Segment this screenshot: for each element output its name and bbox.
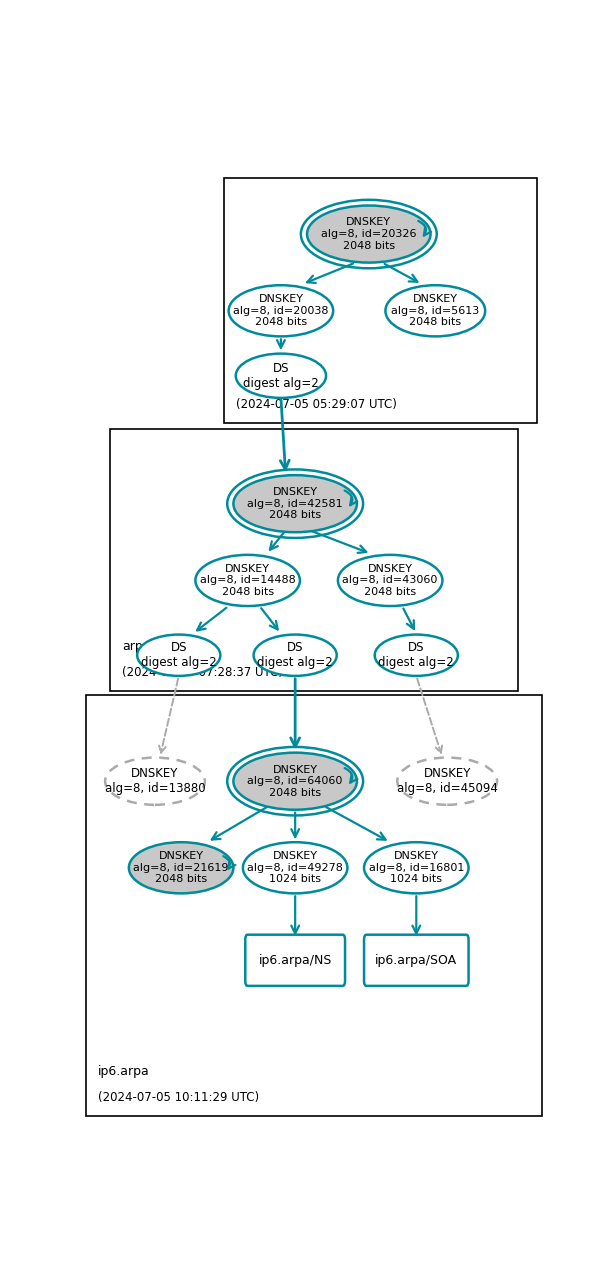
- FancyArrowPatch shape: [345, 768, 357, 782]
- Bar: [224, 178, 538, 423]
- Text: DNSKEY
alg=8, id=14488
2048 bits: DNSKEY alg=8, id=14488 2048 bits: [200, 564, 295, 597]
- Ellipse shape: [338, 555, 443, 606]
- Ellipse shape: [129, 842, 234, 893]
- Ellipse shape: [234, 475, 357, 532]
- Text: DS
digest alg=2: DS digest alg=2: [243, 362, 319, 390]
- Text: (2024-07-05 10:11:29 UTC): (2024-07-05 10:11:29 UTC): [98, 1091, 259, 1104]
- Bar: [86, 695, 542, 1116]
- Text: DNSKEY
alg=8, id=45094: DNSKEY alg=8, id=45094: [397, 767, 498, 795]
- Text: DNSKEY
alg=8, id=20038
2048 bits: DNSKEY alg=8, id=20038 2048 bits: [233, 294, 329, 327]
- Ellipse shape: [196, 555, 300, 606]
- FancyBboxPatch shape: [245, 934, 345, 985]
- Text: (2024-07-05 05:29:07 UTC): (2024-07-05 05:29:07 UTC): [236, 399, 397, 412]
- Ellipse shape: [105, 758, 205, 805]
- Ellipse shape: [243, 842, 348, 893]
- Text: ip6.arpa/SOA: ip6.arpa/SOA: [375, 953, 457, 966]
- Ellipse shape: [254, 635, 337, 676]
- Text: DNSKEY
alg=8, id=42581
2048 bits: DNSKEY alg=8, id=42581 2048 bits: [248, 487, 343, 520]
- Text: .: .: [236, 373, 240, 386]
- Text: ip6.arpa/NS: ip6.arpa/NS: [259, 953, 332, 966]
- FancyArrowPatch shape: [223, 856, 235, 869]
- FancyArrowPatch shape: [418, 221, 431, 235]
- Ellipse shape: [386, 285, 485, 336]
- Text: DNSKEY
alg=8, id=49278
1024 bits: DNSKEY alg=8, id=49278 1024 bits: [247, 851, 343, 884]
- Ellipse shape: [236, 354, 326, 397]
- Bar: [110, 429, 519, 690]
- Text: DNSKEY
alg=8, id=43060
2048 bits: DNSKEY alg=8, id=43060 2048 bits: [343, 564, 438, 597]
- Text: DNSKEY
alg=8, id=64060
2048 bits: DNSKEY alg=8, id=64060 2048 bits: [248, 764, 343, 797]
- Text: DNSKEY
alg=8, id=5613
2048 bits: DNSKEY alg=8, id=5613 2048 bits: [391, 294, 479, 327]
- Text: DS
digest alg=2: DS digest alg=2: [141, 642, 216, 670]
- FancyBboxPatch shape: [364, 934, 468, 985]
- Text: DNSKEY
alg=8, id=16801
1024 bits: DNSKEY alg=8, id=16801 1024 bits: [368, 851, 464, 884]
- Text: arpa: arpa: [122, 640, 150, 653]
- Text: (2024-07-05 07:28:37 UTC): (2024-07-05 07:28:37 UTC): [122, 666, 283, 679]
- Text: ip6.arpa: ip6.arpa: [98, 1066, 150, 1079]
- Ellipse shape: [307, 206, 430, 262]
- Text: DNSKEY
alg=8, id=13880: DNSKEY alg=8, id=13880: [105, 767, 205, 795]
- Text: DS
digest alg=2: DS digest alg=2: [257, 642, 333, 670]
- Ellipse shape: [234, 753, 357, 810]
- Ellipse shape: [397, 758, 497, 805]
- Text: DNSKEY
alg=8, id=20326
2048 bits: DNSKEY alg=8, id=20326 2048 bits: [321, 217, 417, 250]
- Ellipse shape: [375, 635, 458, 676]
- Ellipse shape: [364, 842, 468, 893]
- Ellipse shape: [229, 285, 333, 336]
- FancyArrowPatch shape: [345, 491, 357, 505]
- Text: DS
digest alg=2: DS digest alg=2: [378, 642, 454, 670]
- Text: DNSKEY
alg=8, id=21619
2048 bits: DNSKEY alg=8, id=21619 2048 bits: [134, 851, 229, 884]
- Ellipse shape: [137, 635, 220, 676]
